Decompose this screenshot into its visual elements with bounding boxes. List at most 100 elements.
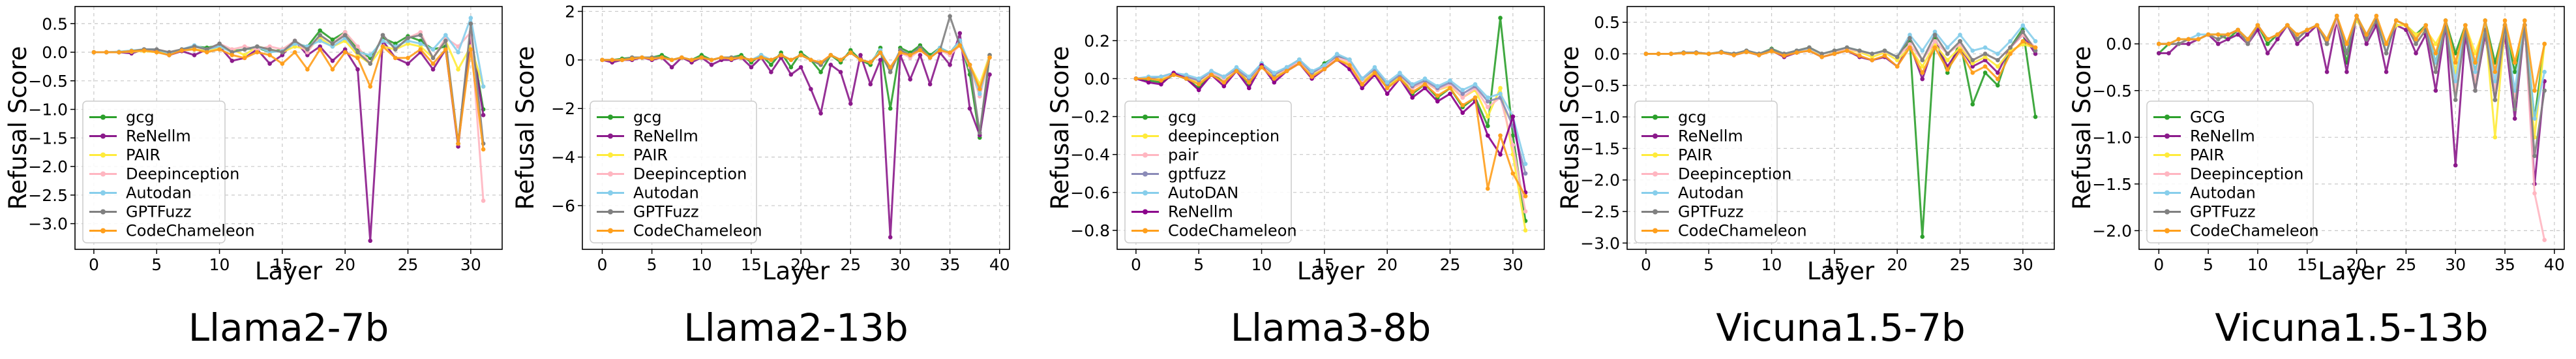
data-point: [1246, 74, 1251, 79]
x-axis-label: Layer: [1297, 257, 1365, 285]
data-point: [1996, 76, 2000, 82]
data-point: [1958, 33, 1962, 37]
data-point: [1970, 64, 1975, 69]
data-point: [1895, 57, 1900, 63]
data-point: [217, 41, 222, 46]
data-point: [2453, 97, 2458, 102]
data-point: [1656, 52, 1661, 56]
data-point: [2245, 37, 2251, 42]
data-point: [1159, 78, 1163, 83]
legend-marker: [1653, 209, 1658, 215]
data-point: [1932, 39, 1938, 44]
legend-marker: [1143, 171, 1148, 177]
data-point: [2473, 60, 2478, 65]
data-point: [858, 57, 863, 63]
data-point: [1246, 86, 1251, 91]
data-point: [2245, 41, 2251, 46]
x-tick-label: 25: [398, 255, 419, 274]
data-point: [1882, 54, 1887, 58]
legend-label: Autodan: [126, 184, 192, 202]
data-point: [1486, 123, 1490, 129]
data-point: [659, 55, 665, 60]
y-tick-label: 0.0: [1084, 69, 1110, 88]
data-point: [908, 53, 912, 57]
data-point: [2532, 116, 2537, 121]
data-point: [2216, 37, 2221, 42]
data-point: [1970, 57, 1975, 63]
data-point: [2542, 69, 2547, 74]
y-axis-label: Refusal Score: [1046, 46, 1074, 210]
legend-label: PAIR: [1678, 146, 1713, 164]
data-point: [1523, 194, 1528, 198]
data-point: [1284, 65, 1289, 70]
x-tick-label: 20: [1887, 255, 1908, 274]
data-point: [758, 55, 764, 60]
y-axis-label: Refusal Score: [4, 46, 32, 210]
data-point: [2532, 191, 2537, 196]
data-point: [468, 47, 473, 52]
data-point: [2314, 23, 2320, 27]
data-point: [468, 21, 473, 26]
plot-frame: [582, 6, 1010, 250]
legend-marker: [100, 152, 106, 158]
y-tick-label: 0.2: [1084, 31, 1110, 50]
data-point: [242, 55, 247, 61]
data-point: [828, 53, 833, 57]
data-point: [1448, 86, 1452, 91]
data-point: [2236, 27, 2240, 33]
data-point: [430, 67, 436, 72]
data-point: [1272, 76, 1277, 81]
data-point: [1460, 102, 1465, 108]
legend-marker: [100, 171, 106, 177]
legend-marker: [2164, 209, 2170, 215]
data-point: [1920, 70, 1925, 75]
data-point: [318, 33, 322, 38]
data-point: [1983, 54, 1988, 59]
data-point: [179, 48, 185, 53]
data-point: [1920, 76, 1925, 82]
y-tick-label: 0.0: [1594, 44, 1620, 63]
data-point: [1970, 61, 1975, 66]
data-point: [1221, 84, 1227, 89]
data-point: [898, 50, 903, 55]
data-point: [2414, 37, 2418, 42]
data-point: [1958, 48, 1962, 53]
data-point: [848, 101, 853, 106]
legend-marker: [1653, 190, 1658, 196]
data-point: [330, 67, 335, 72]
data-point: [769, 57, 773, 63]
data-point: [1908, 33, 1912, 37]
data-point: [2033, 48, 2038, 53]
data-point: [1945, 67, 1950, 72]
data-point: [2443, 18, 2448, 23]
legend-label: ReNellm: [1168, 203, 1233, 221]
data-point: [255, 44, 260, 49]
data-point: [1372, 70, 1377, 76]
data-point: [610, 57, 614, 63]
series-codechameleon: [91, 44, 486, 152]
data-point: [1706, 52, 1711, 56]
data-point: [818, 111, 823, 116]
legend-label: gcg: [1678, 108, 1707, 127]
data-point: [129, 48, 134, 54]
x-tick-label: 30: [460, 255, 481, 274]
x-tick-label: 40: [989, 255, 1010, 274]
data-point: [1920, 57, 1925, 63]
panel-title: Llama2-13b: [683, 305, 908, 350]
data-point: [355, 67, 360, 72]
legend-label: gcg: [126, 108, 155, 127]
data-point: [355, 50, 360, 55]
legend-label: Autodan: [1678, 184, 1744, 202]
data-point: [1983, 70, 1988, 75]
data-point: [2285, 23, 2290, 27]
data-point: [2176, 37, 2181, 42]
y-tick-label: −2.5: [1580, 202, 1620, 221]
data-point: [1669, 52, 1673, 56]
series-line: [602, 39, 991, 139]
legend-label: CodeChameleon: [2190, 222, 2319, 240]
series-line: [602, 44, 991, 90]
data-point: [769, 70, 773, 74]
data-point: [2493, 97, 2498, 102]
data-point: [430, 55, 436, 61]
